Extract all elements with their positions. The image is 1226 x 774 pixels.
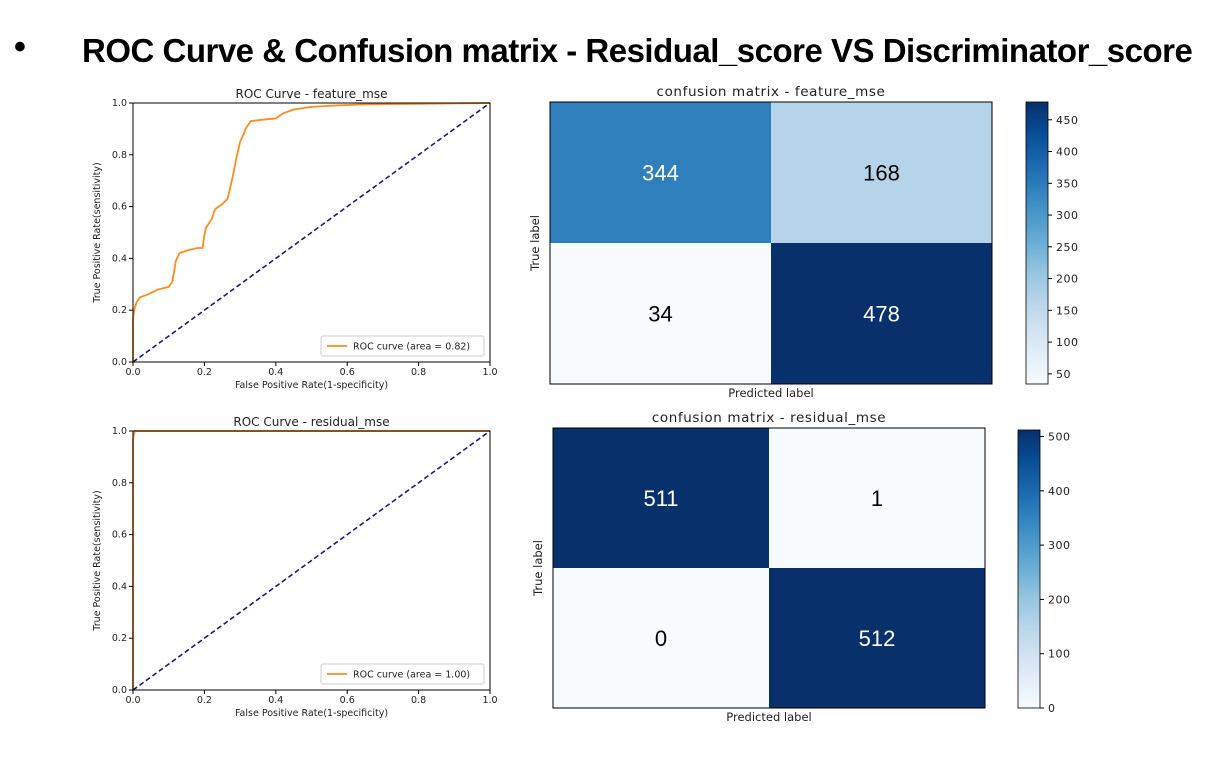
colorbar <box>1025 101 1049 385</box>
x-tick-label: 0.6 <box>340 367 355 378</box>
y-tick-label: 0.8 <box>112 150 127 161</box>
colorbar-tick-label: 300 <box>1048 539 1071 552</box>
bullet-marker: • <box>14 28 26 66</box>
x-axis-label: False Positive Rate(1-specificity) <box>235 380 388 391</box>
colorbar-tick-label: 500 <box>1048 431 1071 444</box>
matrix-cell <box>769 568 985 708</box>
cell-value: 0 <box>655 626 667 651</box>
confusion-matrix-feature-mse: confusion matrix - feature_mse 344 168 34 47… <box>528 84 1079 400</box>
y-tick-label: 0.6 <box>112 530 127 541</box>
y-axis-label: True label <box>531 540 545 597</box>
x-tick-label: 0.0 <box>125 695 140 706</box>
colorbar-tick-label: 150 <box>1056 304 1079 317</box>
y-tick-label: 0.2 <box>112 305 127 316</box>
matrix-cell <box>769 428 985 568</box>
y-tick-label: 1.0 <box>112 98 127 109</box>
cell-value: 34 <box>648 302 672 327</box>
colorbar-tick-label: 200 <box>1048 593 1071 606</box>
cell-value: 511 <box>643 486 678 511</box>
y-axis-label: True Positive Rate(sensitivity) <box>92 490 103 631</box>
y-tick-label: 1.0 <box>112 426 127 437</box>
colorbar-tick-label: 100 <box>1056 336 1079 349</box>
chart-title: ROC Curve - residual_mse <box>233 415 389 429</box>
colorbar-tick-label: 100 <box>1048 648 1071 661</box>
y-axis-label: True Positive Rate(sensitivity) <box>92 162 103 303</box>
x-tick-label: 0.4 <box>268 367 283 378</box>
chart-title: confusion matrix - residual_mse <box>652 410 886 426</box>
y-tick-label: 0.0 <box>112 685 127 696</box>
x-tick-label: 0.6 <box>340 695 355 706</box>
matrix-cell <box>550 102 771 243</box>
y-tick-label: 0.6 <box>112 202 127 213</box>
x-tick-label: 1.0 <box>482 695 497 706</box>
matrix-frame <box>549 101 993 385</box>
y-axis-label: True label <box>528 215 542 272</box>
colorbar-tick-label: 450 <box>1056 114 1079 127</box>
colorbar-tick-label: 400 <box>1056 146 1079 159</box>
cell-value: 478 <box>863 302 900 327</box>
legend-box <box>320 335 485 357</box>
roc-chart-residual-mse: ROC Curve - residual_mse 0.0 0.2 0.4 0.6 0.8 1… <box>92 415 498 719</box>
slide-title: • ROC Curve & Confusion matrix - Residua… <box>0 14 1226 69</box>
roc-curve-line <box>132 102 491 362</box>
colorbar-tick-label: 350 <box>1056 177 1079 190</box>
legend-box <box>320 663 485 685</box>
cell-value: 344 <box>642 161 679 186</box>
y-tick-label: 0.4 <box>112 253 127 264</box>
plot-frame <box>132 102 491 363</box>
y-tick-label: 0.0 <box>112 357 127 368</box>
colorbar <box>1017 429 1041 709</box>
matrix-cell <box>771 243 992 384</box>
cell-value: 168 <box>863 161 900 186</box>
x-tick-label: 0.8 <box>411 695 426 706</box>
matrix-cell <box>771 102 992 243</box>
plot-frame <box>132 430 491 691</box>
y-tick-label: 0.4 <box>112 581 127 592</box>
colorbar-tick-label: 50 <box>1056 368 1071 381</box>
colorbar-tick-label: 300 <box>1056 209 1079 222</box>
x-tick-label: 0.0 <box>125 367 140 378</box>
x-tick-label: 0.4 <box>268 695 283 706</box>
chart-title: ROC Curve - feature_mse <box>236 87 388 101</box>
roc-chart-feature-mse: ROC Curve - feature_mse 0.0 0.2 0.4 0.6 0.8 1.… <box>92 87 498 391</box>
matrix-cell <box>553 428 769 568</box>
x-axis-label: Predicted label <box>726 710 811 724</box>
x-tick-label: 0.2 <box>197 367 212 378</box>
colorbar-tick-label: 250 <box>1056 241 1079 254</box>
colorbar-tick-label: 400 <box>1048 485 1071 498</box>
colorbar-tick-label: 200 <box>1056 273 1079 286</box>
y-tick-label: 0.2 <box>112 633 127 644</box>
chance-diagonal-line <box>132 430 491 691</box>
chart-title: confusion matrix - feature_mse <box>657 84 886 100</box>
x-axis-label: Predicted label <box>728 386 813 400</box>
matrix-frame <box>552 427 986 709</box>
matrix-cell <box>553 568 769 708</box>
slide-title-text: ROC Curve & Confusion matrix - Residual_… <box>82 32 1193 69</box>
x-axis-label: False Positive Rate(1-specificity) <box>235 708 388 719</box>
x-tick-label: 1.0 <box>482 367 497 378</box>
legend-label: ROC curve (area = 0.82) <box>353 342 470 353</box>
x-tick-label: 0.2 <box>197 695 212 706</box>
x-tick-label: 0.8 <box>411 367 426 378</box>
cell-value: 1 <box>871 486 883 511</box>
cell-value: 512 <box>859 626 896 651</box>
y-tick-label: 0.8 <box>112 478 127 489</box>
matrix-cell <box>550 243 771 384</box>
colorbar-tick-label: 0 <box>1048 702 1056 715</box>
legend-label: ROC curve (area = 1.00) <box>353 670 470 681</box>
confusion-matrix-residual-mse: confusion matrix - residual_mse 511 1 0 512 P… <box>531 410 1071 724</box>
chance-diagonal-line <box>132 102 491 363</box>
